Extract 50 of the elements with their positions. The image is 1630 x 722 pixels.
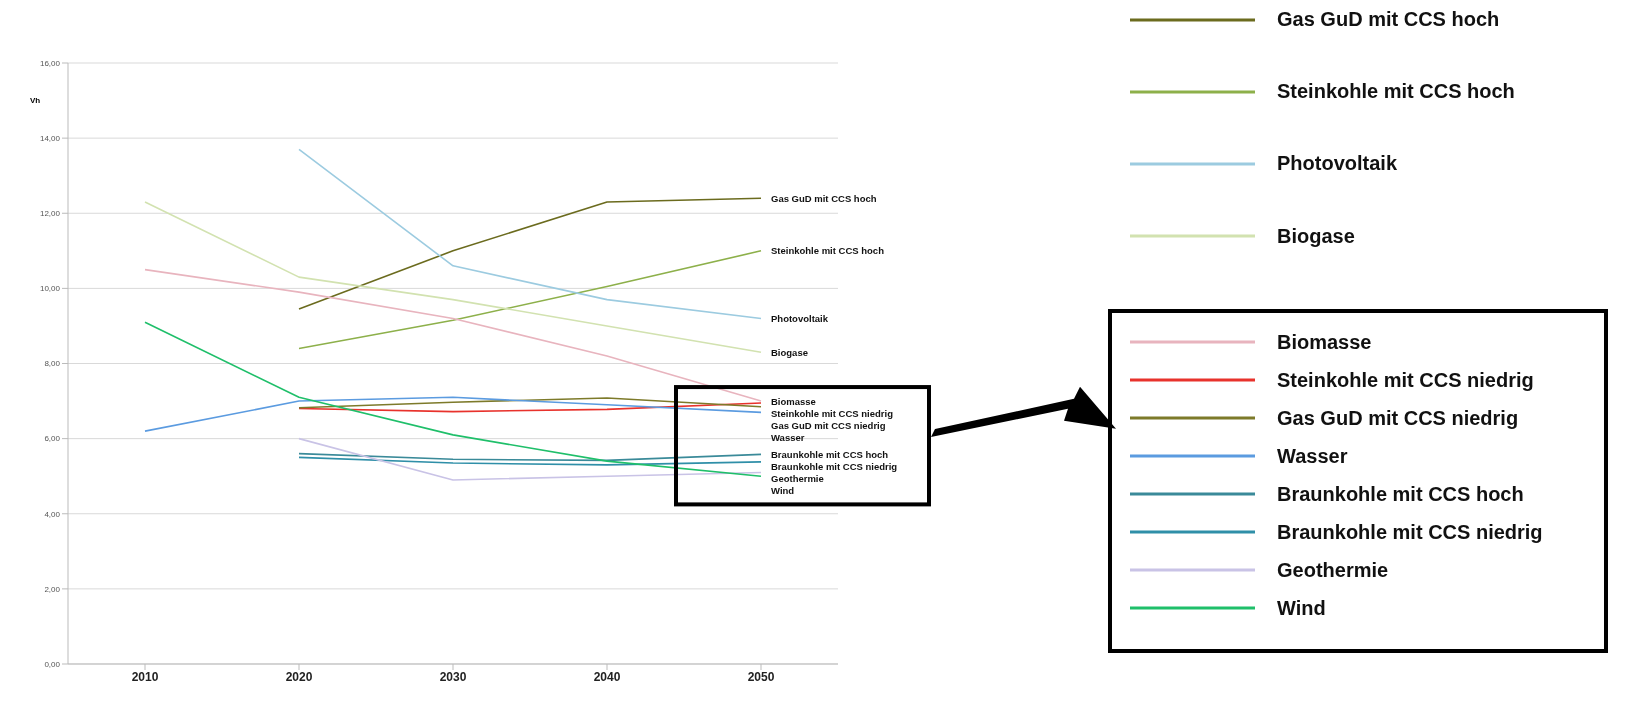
text: Wind bbox=[1277, 596, 1326, 619]
series-label: Biogase bbox=[771, 346, 808, 358]
line-series bbox=[298, 250, 762, 350]
text: Photovoltaik bbox=[1277, 152, 1398, 175]
y-tick-label: 6,00 bbox=[44, 434, 61, 444]
line-series bbox=[144, 201, 762, 354]
x-tick-label: 2040 bbox=[593, 669, 621, 684]
y-tick-label: 2,00 bbox=[44, 584, 61, 594]
text: Steinkohle mit CCS niedrig bbox=[1277, 368, 1534, 391]
line-series bbox=[298, 456, 762, 466]
text: Geothermie bbox=[1277, 558, 1389, 581]
x-tick-label: 2050 bbox=[747, 669, 775, 684]
text: Steinkohle mit CCS hoch bbox=[1277, 80, 1515, 103]
series-label: Steinkohle mit CCS hoch bbox=[771, 245, 885, 257]
line-series bbox=[298, 397, 762, 409]
text: Gas GuD mit CCS hoch bbox=[1277, 8, 1500, 30]
y-tick-label: 16,00 bbox=[39, 58, 61, 68]
y-tick-label: 10,00 bbox=[39, 284, 61, 294]
series-label: Geothermie bbox=[771, 472, 824, 484]
x-tick-label: 2020 bbox=[285, 669, 313, 684]
text: Wasser bbox=[771, 431, 805, 443]
y-tick-label: 4,00 bbox=[44, 509, 61, 519]
series-label: Wind bbox=[771, 484, 795, 496]
x-tick-label: 2030 bbox=[439, 669, 467, 684]
line-series bbox=[144, 396, 762, 432]
x-tick-label: 2010 bbox=[131, 669, 159, 684]
series-label: Braunkohle mit CCS niedrig bbox=[771, 460, 898, 472]
text: Biogase bbox=[1277, 224, 1355, 247]
text: Braunkohle mit CCS hoch bbox=[1277, 482, 1524, 505]
series-label: Steinkohle mit CCS niedrig bbox=[771, 407, 894, 419]
y-tick-label: 14,00 bbox=[39, 133, 61, 143]
y-tick-label: 12,00 bbox=[39, 209, 61, 219]
y-tick-label: 0,00 bbox=[44, 659, 61, 669]
series-label: Gas GuD mit CCS niedrig bbox=[771, 419, 886, 431]
y-tick-label: 8,00 bbox=[44, 359, 61, 369]
text: Biomasse bbox=[1277, 330, 1372, 353]
line-series bbox=[298, 197, 762, 310]
series-label: Braunkohle mit CCS hoch bbox=[771, 448, 889, 460]
line-series bbox=[298, 148, 762, 320]
series-label: Biomasse bbox=[771, 395, 816, 407]
series-label: Photovoltaik bbox=[771, 312, 829, 324]
series-label: Gas GuD mit CCS hoch bbox=[771, 192, 877, 204]
line-series bbox=[298, 452, 762, 462]
y-axis-title: Vh bbox=[30, 96, 41, 105]
line-series bbox=[298, 437, 762, 481]
line-series bbox=[144, 321, 762, 477]
line-series bbox=[144, 268, 762, 402]
text: Braunkohle mit CCS niedrig bbox=[1277, 520, 1543, 543]
text: Wasser bbox=[1277, 444, 1348, 467]
text: Gas GuD mit CCS niedrig bbox=[1277, 406, 1519, 429]
